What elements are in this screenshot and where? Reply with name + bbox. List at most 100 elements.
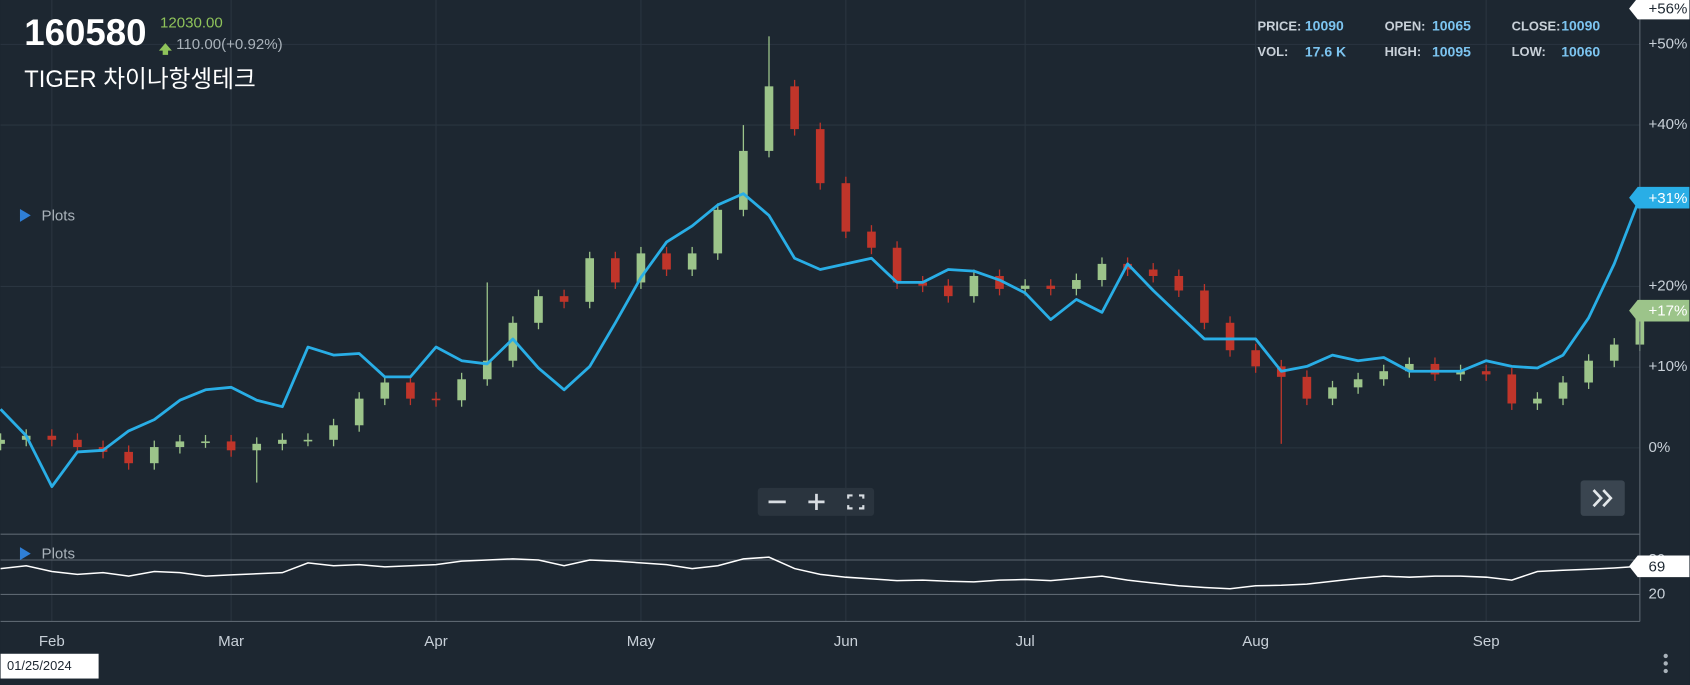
x-tick-label: Apr [424, 633, 447, 650]
scroll-to-end-button[interactable] [1580, 480, 1625, 516]
indicator-end-label-shape [1629, 555, 1690, 578]
zoom-controls [757, 487, 875, 516]
candle-body [969, 275, 979, 297]
candle-body [892, 247, 902, 283]
quote-label: LOW: [1512, 44, 1546, 59]
last-close-label: +17% [1648, 303, 1687, 320]
candle-body [482, 360, 492, 380]
candle-body [252, 443, 262, 451]
candle-body [1225, 322, 1235, 351]
candle-body [175, 441, 185, 448]
candle-body [1302, 376, 1312, 399]
candle-body [431, 398, 441, 401]
instrument-name: TIGER 차이나항셍테크 [24, 66, 256, 93]
menu-button[interactable] [1663, 653, 1668, 674]
candle-body [406, 382, 415, 399]
quote-label: PRICE: [1258, 18, 1302, 33]
candle-body [790, 86, 799, 130]
quote-label: VOL: [1258, 44, 1289, 59]
candle-body [815, 129, 825, 184]
x-tick-label: Jul [1016, 633, 1035, 650]
candle-body [201, 441, 210, 444]
last-close-label-shape [1629, 299, 1690, 322]
candle-body [1046, 285, 1056, 289]
plots-toggle[interactable]: Plots [42, 207, 76, 224]
candle-body [1379, 371, 1389, 380]
candle-body [1328, 387, 1337, 399]
candle-body [1097, 263, 1107, 281]
candle-body [124, 451, 133, 464]
axis-top-label-shape [1629, 0, 1690, 20]
candle-body [1456, 371, 1465, 375]
candle-body [1430, 363, 1440, 375]
candle-body [739, 150, 748, 210]
candle-body [73, 439, 82, 448]
quote-value: 10065 [1432, 18, 1471, 34]
candle-body [329, 425, 338, 440]
x-tick-label: May [627, 633, 656, 650]
candle-body [1609, 344, 1619, 361]
candle-body [508, 322, 518, 361]
candle-body [1020, 285, 1030, 289]
candle-body [918, 282, 927, 286]
y-tick-label: 0% [1648, 439, 1670, 456]
candle-body [995, 275, 1004, 289]
plots-toggle-icon[interactable] [19, 208, 31, 222]
x-tick-label: Mar [218, 633, 244, 650]
candle-body [1533, 398, 1542, 404]
plots-toggle[interactable]: Plots [42, 546, 76, 563]
candle-body [1072, 280, 1081, 289]
candle-body [1558, 382, 1568, 399]
plots-toggle-icon[interactable] [19, 547, 31, 561]
quote-value: 10090 [1305, 18, 1344, 34]
candle-body [636, 253, 646, 283]
comparison-line [0, 192, 1642, 489]
candle-body [354, 398, 364, 426]
up-arrow [158, 43, 172, 55]
candle-body [559, 296, 569, 302]
candle-body [867, 231, 876, 248]
candle-body [1251, 350, 1260, 367]
candle-body [1507, 374, 1517, 404]
comparison-end-label-shape [1629, 186, 1690, 209]
indicator-tick-label: 20 [1648, 585, 1665, 602]
comparison-end-label: +31% [1648, 190, 1687, 207]
candle-body [687, 253, 697, 270]
x-tick-label: Jun [834, 633, 858, 650]
candle-body [611, 258, 620, 283]
date-tag [0, 653, 99, 679]
candle-body [457, 379, 466, 401]
candle-body [1405, 363, 1414, 372]
symbol: 160580 [24, 12, 146, 53]
candle-body [1481, 371, 1491, 375]
candle-body [943, 285, 953, 297]
quote-label: HIGH: [1385, 44, 1422, 59]
candle-body [1200, 290, 1209, 323]
candle-body [1353, 379, 1363, 388]
candle-body [1584, 360, 1593, 383]
x-tick-label: Aug [1242, 633, 1269, 650]
candle-body [764, 86, 774, 151]
quote-value: 17.6 K [1305, 43, 1346, 59]
candle-body [303, 439, 313, 442]
price-change: 110.00(+0.92%) [176, 36, 283, 53]
fullscreen-button[interactable] [847, 494, 865, 510]
indicator-end-label: 69 [1648, 558, 1665, 575]
candle-body [380, 382, 390, 399]
candle-body [841, 183, 851, 232]
quote-value: 10090 [1561, 18, 1600, 34]
quote-label: OPEN: [1385, 18, 1426, 33]
indicator-line [0, 556, 1640, 590]
y-tick-label: +10% [1648, 358, 1687, 375]
candle-body [662, 253, 671, 270]
x-tick-label: Feb [39, 633, 65, 650]
candle-body [534, 296, 543, 323]
zoom-in-button[interactable] [808, 493, 825, 510]
axis-top-label: +56% [1648, 1, 1687, 18]
candle-body [713, 209, 723, 254]
prev-price: 12030.00 [160, 15, 223, 32]
start-date: 01/25/2024 [7, 658, 72, 673]
x-tick-label: Sep [1473, 633, 1500, 650]
y-tick-label: +20% [1648, 277, 1687, 294]
